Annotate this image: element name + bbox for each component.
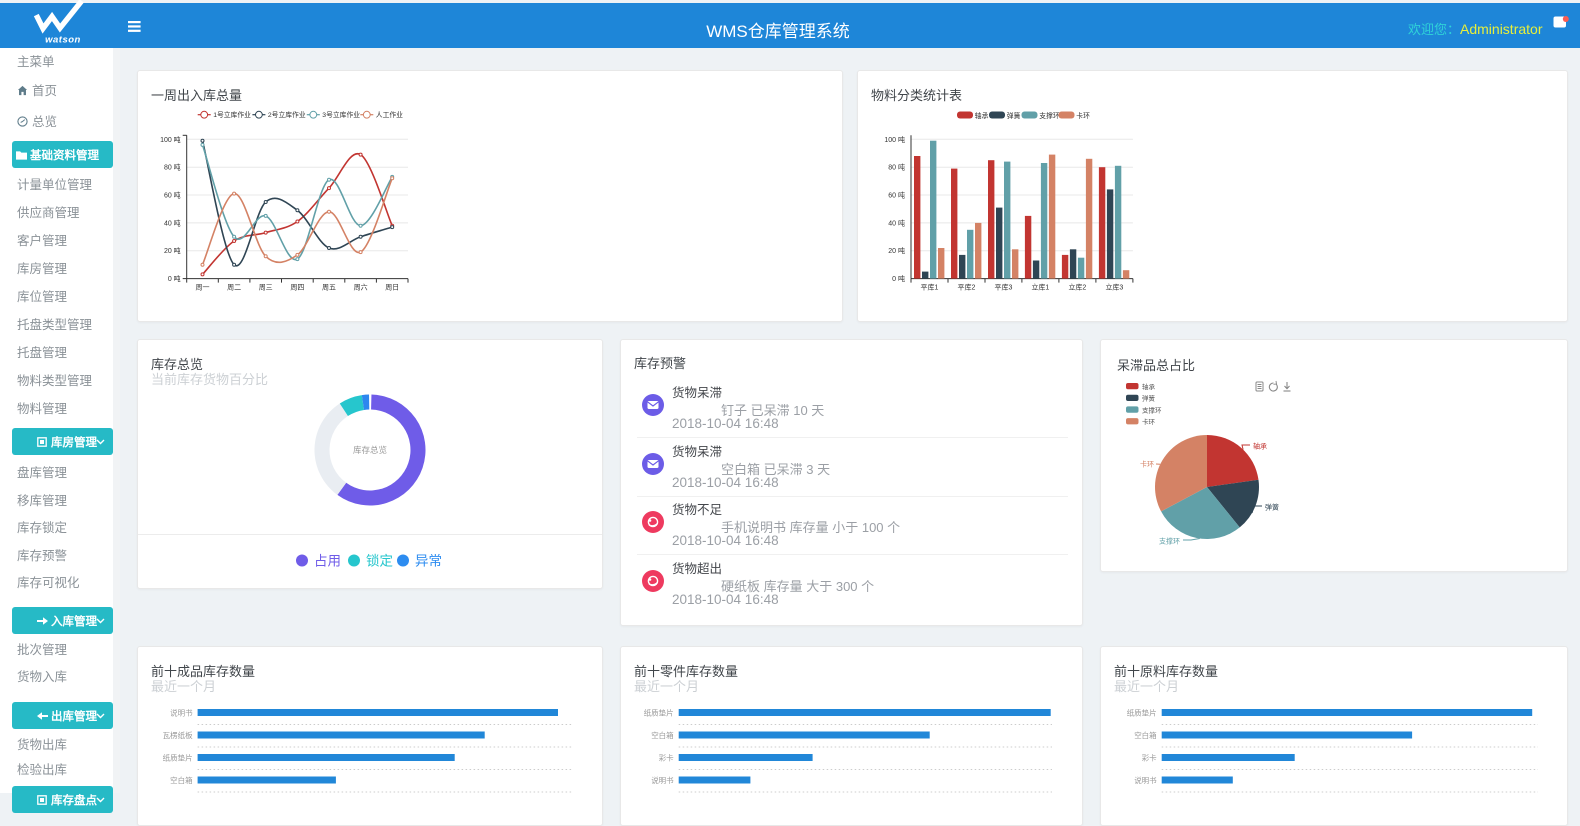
svg-text:轴承: 轴承 [1142, 382, 1156, 391]
svg-text:弹簧: 弹簧 [1142, 394, 1156, 403]
svg-text:周二: 周二 [227, 284, 241, 292]
svg-text:彩卡: 彩卡 [1142, 752, 1158, 762]
svg-text:平库3: 平库3 [995, 283, 1013, 292]
svg-text:轴承: 轴承 [1253, 442, 1267, 451]
svg-text:弹簧: 弹簧 [1007, 111, 1021, 120]
svg-text:3号立库作业: 3号立库作业 [322, 110, 360, 119]
svg-text:80 吨: 80 吨 [164, 163, 181, 172]
svg-text:说明书: 说明书 [170, 707, 193, 717]
svg-text:锁定: 锁定 [366, 554, 393, 569]
svg-text:彩卡: 彩卡 [659, 752, 674, 762]
svg-text:40 吨: 40 吨 [164, 218, 181, 227]
svg-text:轴承: 轴承 [975, 111, 989, 120]
svg-text:空白箱: 空白箱 [1134, 730, 1157, 740]
svg-text:平库2: 平库2 [958, 283, 976, 292]
svg-text:空白箱: 空白箱 [170, 775, 193, 785]
svg-text:80 吨: 80 吨 [888, 163, 905, 172]
svg-text:异常: 异常 [415, 554, 442, 569]
svg-text:周日: 周日 [385, 284, 399, 292]
svg-text:说明书: 说明书 [1134, 775, 1157, 785]
svg-text:周四: 周四 [290, 284, 304, 292]
svg-text:100 吨: 100 吨 [884, 135, 905, 144]
svg-text:watson: watson [45, 35, 81, 46]
svg-text:卡环: 卡环 [1140, 460, 1154, 469]
svg-text:纸质垫片: 纸质垫片 [163, 752, 193, 762]
svg-text:立库1: 立库1 [1031, 283, 1049, 292]
svg-text:支撑环: 支撑环 [1159, 537, 1180, 546]
svg-text:立库2: 立库2 [1068, 283, 1086, 292]
svg-text:立库3: 立库3 [1105, 283, 1123, 292]
svg-text:说明书: 说明书 [651, 775, 674, 785]
svg-text:卡环: 卡环 [1076, 111, 1090, 120]
svg-text:空白箱: 空白箱 [651, 730, 674, 740]
svg-text:2号立库作业: 2号立库作业 [268, 110, 306, 119]
svg-text:支撑环: 支撑环 [1142, 405, 1162, 414]
svg-text:20 吨: 20 吨 [164, 246, 181, 255]
svg-text:弹簧: 弹簧 [1265, 503, 1279, 512]
svg-text:周五: 周五 [322, 284, 336, 292]
svg-text:60 吨: 60 吨 [888, 191, 905, 200]
svg-text:20 吨: 20 吨 [888, 246, 905, 255]
svg-text:卡环: 卡环 [1142, 417, 1156, 426]
svg-text:占用: 占用 [314, 554, 341, 569]
svg-text:40 吨: 40 吨 [888, 218, 905, 227]
svg-text:60 吨: 60 吨 [164, 191, 181, 200]
svg-text:0 吨: 0 吨 [892, 274, 905, 283]
svg-text:人工作业: 人工作业 [376, 110, 403, 119]
svg-text:库存总览: 库存总览 [353, 445, 387, 455]
svg-text:纸质垫片: 纸质垫片 [1127, 707, 1157, 717]
svg-text:周三: 周三 [259, 284, 273, 292]
svg-text:周一: 周一 [196, 284, 210, 292]
svg-text:纸质垫片: 纸质垫片 [644, 707, 674, 717]
svg-text:1号立库作业: 1号立库作业 [213, 110, 251, 119]
svg-text:支撑环: 支撑环 [1039, 111, 1060, 120]
svg-text:平库1: 平库1 [921, 283, 939, 292]
svg-text:周六: 周六 [354, 283, 368, 292]
svg-text:0 吨: 0 吨 [168, 274, 181, 283]
svg-text:100 吨: 100 吨 [160, 135, 181, 144]
svg-text:瓦楞纸板: 瓦楞纸板 [163, 730, 193, 740]
